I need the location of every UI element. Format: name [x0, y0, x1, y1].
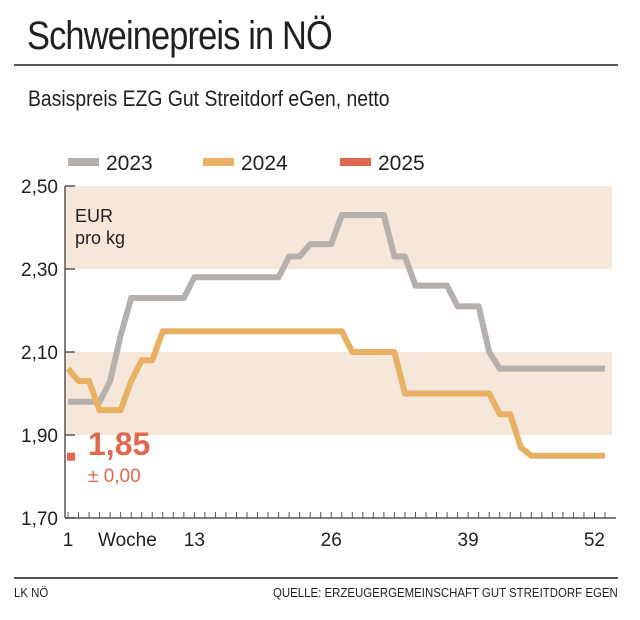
legend-swatch-2025: [340, 158, 371, 166]
chart-subtitle: Basispreis EZG Gut Streitdorf eGen, nett…: [28, 86, 390, 111]
footer-credit: LK NÖ: [14, 585, 49, 600]
page-title: Schweinepreis in NÖ: [27, 14, 333, 58]
y-tick-label: 1,70: [21, 509, 58, 530]
y-tick-label: 1,90: [21, 426, 58, 447]
y-axis-unit: pro kg: [75, 228, 125, 248]
legend-swatch-2024: [203, 158, 234, 166]
series-line-2024: [65, 328, 605, 459]
x-tick-label: 52: [584, 530, 605, 551]
data-point-2025: [67, 452, 75, 461]
title-divider: [14, 64, 618, 66]
legend-label-2024: 2024: [241, 152, 288, 175]
series-line-2023: [68, 212, 605, 405]
x-tick-label: 13: [184, 530, 205, 551]
footer-divider: [14, 577, 618, 579]
footer-source: QUELLE: ERZEUGERGEMEINSCHAFT GUT STREITD…: [273, 585, 618, 600]
x-tick-label: 1: [63, 530, 74, 551]
legend-swatch-2023: [68, 158, 99, 166]
x-tick-label: 26: [321, 530, 342, 551]
x-axis-label: Woche: [98, 530, 157, 551]
legend-label-2025: 2025: [378, 152, 425, 175]
y-tick-label: 2,50: [21, 177, 58, 198]
current-value-label: 1,85: [88, 426, 150, 462]
grid-band: [65, 352, 612, 435]
y-tick-label: 2,10: [21, 343, 58, 364]
change-label: ± 0,00: [88, 466, 141, 487]
legend-label-2023: 2023: [106, 152, 153, 175]
x-tick-label: 39: [458, 530, 479, 551]
y-tick-label: 2,30: [21, 260, 58, 281]
y-axis-unit: EUR: [75, 206, 113, 226]
